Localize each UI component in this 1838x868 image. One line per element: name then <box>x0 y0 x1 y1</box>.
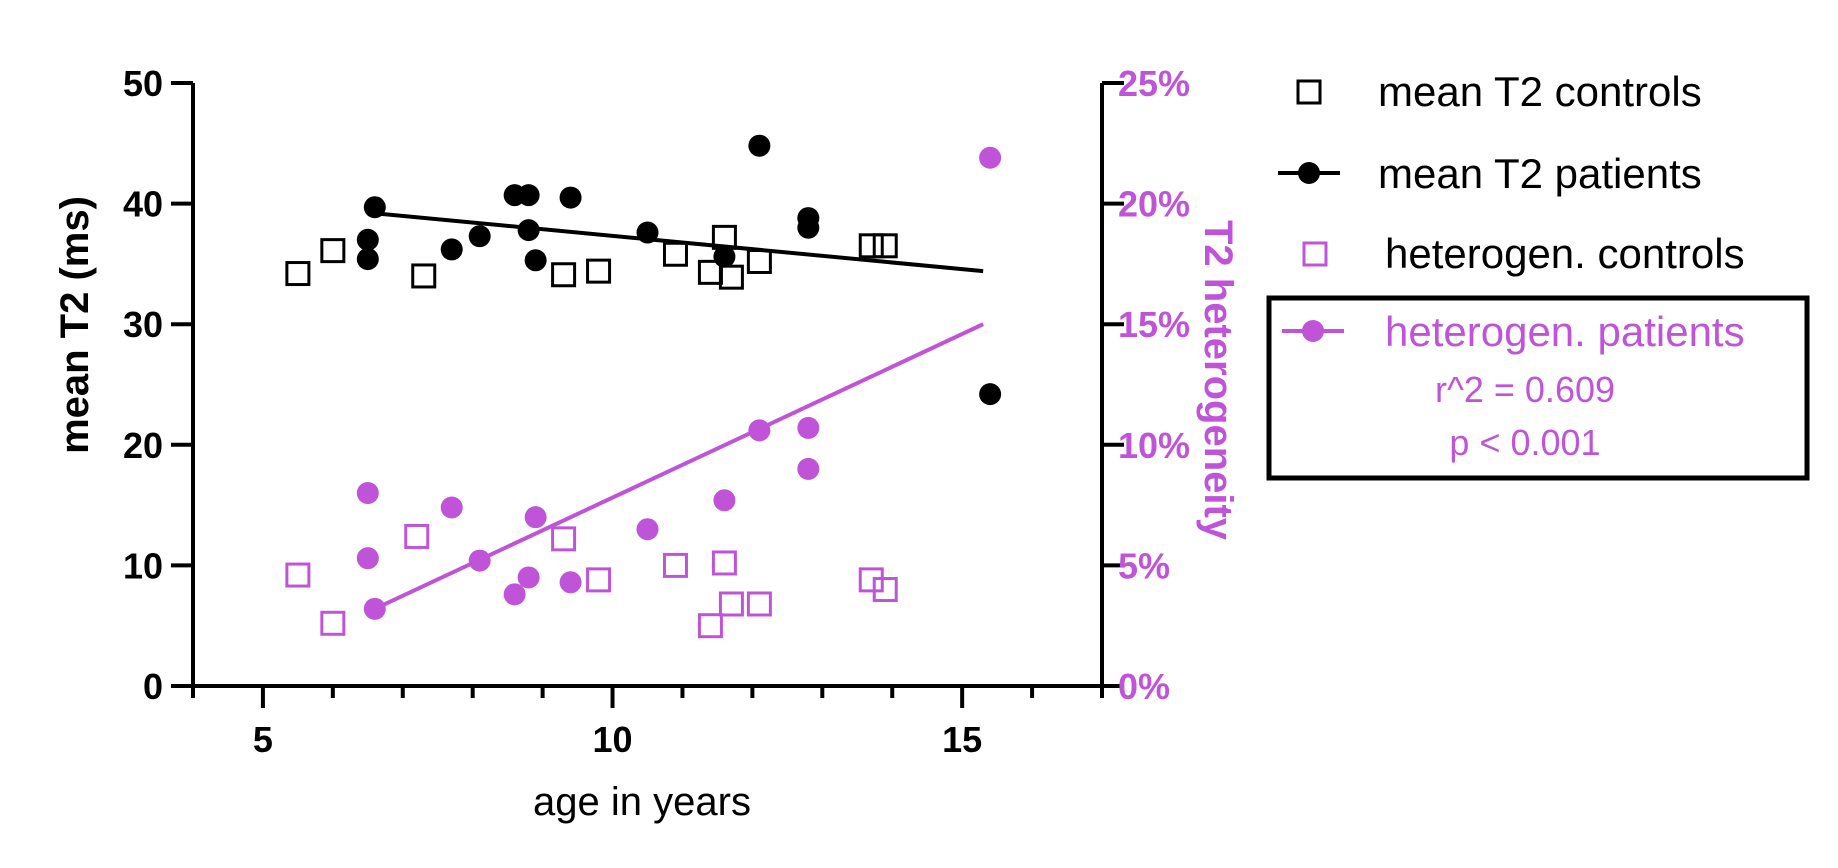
point-heterogen-controls <box>662 552 688 578</box>
trend-line-heterogen-patients <box>373 322 984 611</box>
legend: mean T2 controls mean T2 patients hetero… <box>1266 68 1810 481</box>
legend-marker-heterogen-patients <box>1302 320 1324 342</box>
y-right-tick-label: 0% <box>1118 666 1170 707</box>
point-heterogen-patients <box>979 146 1002 169</box>
y-left-tick-label: 0 <box>143 666 163 707</box>
point-mean-t2-controls <box>858 233 884 259</box>
point-heterogen-controls <box>718 591 744 617</box>
point-mean-t2-patients <box>748 134 771 157</box>
point-heterogen-controls <box>697 613 723 639</box>
r-squared-annotation: r^2 = 0.609 <box>1435 369 1615 410</box>
point-heterogen-patients <box>524 506 547 529</box>
legend-marker-mean-t2-patients <box>1298 162 1320 184</box>
point-mean-t2-patients <box>517 219 540 242</box>
point-heterogen-patients <box>468 549 491 572</box>
point-heterogen-controls <box>285 562 311 588</box>
x-axis-title: age in years <box>533 780 751 824</box>
point-heterogen-controls <box>551 526 577 552</box>
legend-label-heterogen-controls: heterogen. controls <box>1385 230 1745 277</box>
point-mean-t2-patients <box>524 249 547 272</box>
point-heterogen-controls <box>746 591 772 617</box>
point-mean-t2-patients <box>979 383 1002 406</box>
legend-marker-mean-t2-controls <box>1296 79 1322 105</box>
point-heterogen-controls <box>586 567 612 593</box>
point-mean-t2-controls <box>746 248 772 274</box>
point-mean-t2-patients <box>559 186 582 209</box>
legend-highlight-box <box>1266 295 1810 481</box>
point-heterogen-patients <box>636 518 659 541</box>
p-value-annotation: p < 0.001 <box>1449 422 1600 463</box>
point-heterogen-controls <box>711 550 737 576</box>
legend-label-heterogen-patients: heterogen. patients <box>1385 308 1745 355</box>
legend-label-mean-t2-patients: mean T2 patients <box>1378 150 1702 197</box>
y-left-tick-label: 10 <box>123 545 163 586</box>
point-mean-t2-patients <box>356 228 379 251</box>
y-right-tick-label: 10% <box>1118 425 1190 466</box>
point-heterogen-controls <box>404 523 430 549</box>
point-heterogen-patients <box>440 496 463 519</box>
point-heterogen-patients <box>797 416 820 439</box>
point-mean-t2-patients <box>713 245 736 268</box>
point-mean-t2-controls <box>872 233 898 259</box>
point-heterogen-patients <box>356 547 379 570</box>
point-heterogen-patients <box>559 571 582 594</box>
point-mean-t2-controls <box>551 262 577 288</box>
point-heterogen-patients <box>356 482 379 505</box>
legend-marker-heterogen-controls <box>1302 241 1328 267</box>
point-mean-t2-controls <box>411 263 437 289</box>
data-marks <box>285 134 1002 639</box>
y-left-tick-label: 30 <box>123 304 163 345</box>
y-right-tick-label: 5% <box>1118 545 1170 586</box>
y-right-tick-label: 15% <box>1118 304 1190 345</box>
point-heterogen-patients <box>713 489 736 512</box>
point-heterogen-patients <box>517 566 540 589</box>
point-mean-t2-controls <box>662 241 688 267</box>
axes: 5 10 15 0 10 20 30 40 50 0% 5% 10% 15% 20% 25% <box>123 63 1190 760</box>
point-heterogen-patients <box>503 583 526 606</box>
point-mean-t2-controls <box>718 264 744 290</box>
y-right-tick-label: 20% <box>1118 184 1190 225</box>
point-mean-t2-patients <box>356 248 379 271</box>
point-mean-t2-patients <box>468 225 491 248</box>
point-mean-t2-controls <box>586 258 612 284</box>
x-tick-label: 10 <box>593 719 633 760</box>
point-mean-t2-patients <box>363 196 386 219</box>
x-tick-label: 15 <box>942 719 982 760</box>
x-tick-label: 5 <box>253 719 273 760</box>
trend-line-mean-t2-patients <box>374 211 984 274</box>
point-mean-t2-controls <box>285 261 311 287</box>
y-left-tick-label: 40 <box>123 184 163 225</box>
point-heterogen-patients <box>748 419 771 442</box>
y-left-tick-label: 50 <box>123 63 163 104</box>
point-heterogen-patients <box>797 457 820 480</box>
point-mean-t2-controls <box>320 238 346 264</box>
y-left-tick-label: 20 <box>123 425 163 466</box>
legend-label-mean-t2-controls: mean T2 controls <box>1378 68 1702 115</box>
point-mean-t2-patients <box>636 221 659 244</box>
point-mean-t2-patients <box>440 238 463 261</box>
point-heterogen-controls <box>320 610 346 636</box>
point-heterogen-controls <box>872 577 898 603</box>
point-mean-t2-patients <box>517 184 540 207</box>
y-right-tick-label: 25% <box>1118 63 1190 104</box>
point-mean-t2-patients <box>797 216 820 239</box>
y-axis-left-title: mean T2 (ms) <box>53 196 97 454</box>
point-heterogen-patients <box>363 597 386 620</box>
y-axis-right-title: T2 heterogeneity <box>1196 220 1240 541</box>
